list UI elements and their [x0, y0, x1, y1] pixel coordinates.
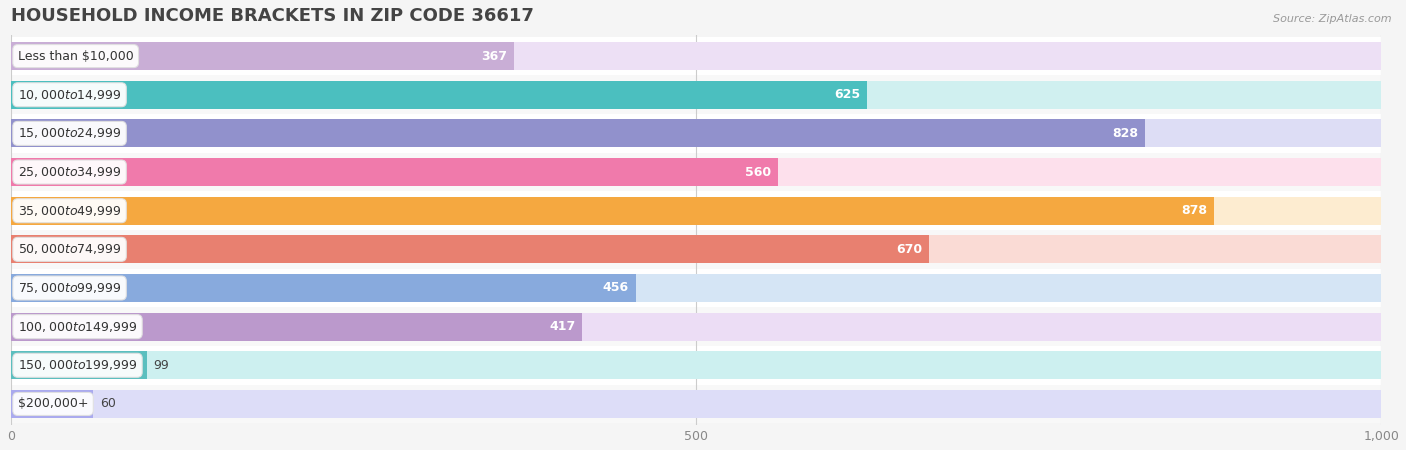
Bar	[11, 274, 636, 302]
Bar	[11, 158, 1381, 186]
Text: 60: 60	[100, 397, 115, 410]
Bar	[11, 37, 1381, 76]
Text: $50,000 to $74,999: $50,000 to $74,999	[18, 243, 121, 256]
Bar	[11, 385, 1381, 423]
Bar	[11, 307, 1381, 346]
Bar	[11, 390, 93, 418]
Bar	[11, 120, 1381, 147]
Bar	[11, 191, 1381, 230]
Text: 456: 456	[603, 282, 628, 294]
Text: 878: 878	[1181, 204, 1208, 217]
Bar	[11, 235, 1381, 263]
Bar	[11, 390, 1381, 418]
Bar	[11, 313, 582, 341]
Text: 417: 417	[550, 320, 575, 333]
Text: 367: 367	[481, 50, 508, 63]
Bar	[11, 158, 779, 186]
Bar	[11, 76, 1381, 114]
Text: $75,000 to $99,999: $75,000 to $99,999	[18, 281, 121, 295]
Text: 828: 828	[1112, 127, 1139, 140]
Text: 99: 99	[153, 359, 169, 372]
Text: $150,000 to $199,999: $150,000 to $199,999	[18, 358, 138, 372]
Bar	[11, 235, 929, 263]
Text: $10,000 to $14,999: $10,000 to $14,999	[18, 88, 121, 102]
Text: $25,000 to $34,999: $25,000 to $34,999	[18, 165, 121, 179]
Text: $15,000 to $24,999: $15,000 to $24,999	[18, 126, 121, 140]
Bar	[11, 351, 146, 379]
Bar	[11, 269, 1381, 307]
Text: Source: ZipAtlas.com: Source: ZipAtlas.com	[1274, 14, 1392, 23]
Bar	[11, 197, 1381, 225]
Text: 560: 560	[745, 166, 772, 179]
Bar	[11, 114, 1381, 153]
Text: 670: 670	[896, 243, 922, 256]
Bar	[11, 120, 1146, 147]
Bar	[11, 274, 1381, 302]
Text: $35,000 to $49,999: $35,000 to $49,999	[18, 204, 121, 218]
Bar	[11, 81, 868, 108]
Text: $100,000 to $149,999: $100,000 to $149,999	[18, 320, 138, 333]
Bar	[11, 346, 1381, 385]
Bar	[11, 81, 1381, 108]
Bar	[11, 42, 513, 70]
Text: $200,000+: $200,000+	[18, 397, 89, 410]
Text: Less than $10,000: Less than $10,000	[18, 50, 134, 63]
Text: HOUSEHOLD INCOME BRACKETS IN ZIP CODE 36617: HOUSEHOLD INCOME BRACKETS IN ZIP CODE 36…	[11, 7, 534, 25]
Bar	[11, 313, 1381, 341]
Bar	[11, 197, 1213, 225]
Bar	[11, 153, 1381, 191]
Bar	[11, 351, 1381, 379]
Text: 625: 625	[834, 88, 860, 101]
Bar	[11, 42, 1381, 70]
Bar	[11, 230, 1381, 269]
